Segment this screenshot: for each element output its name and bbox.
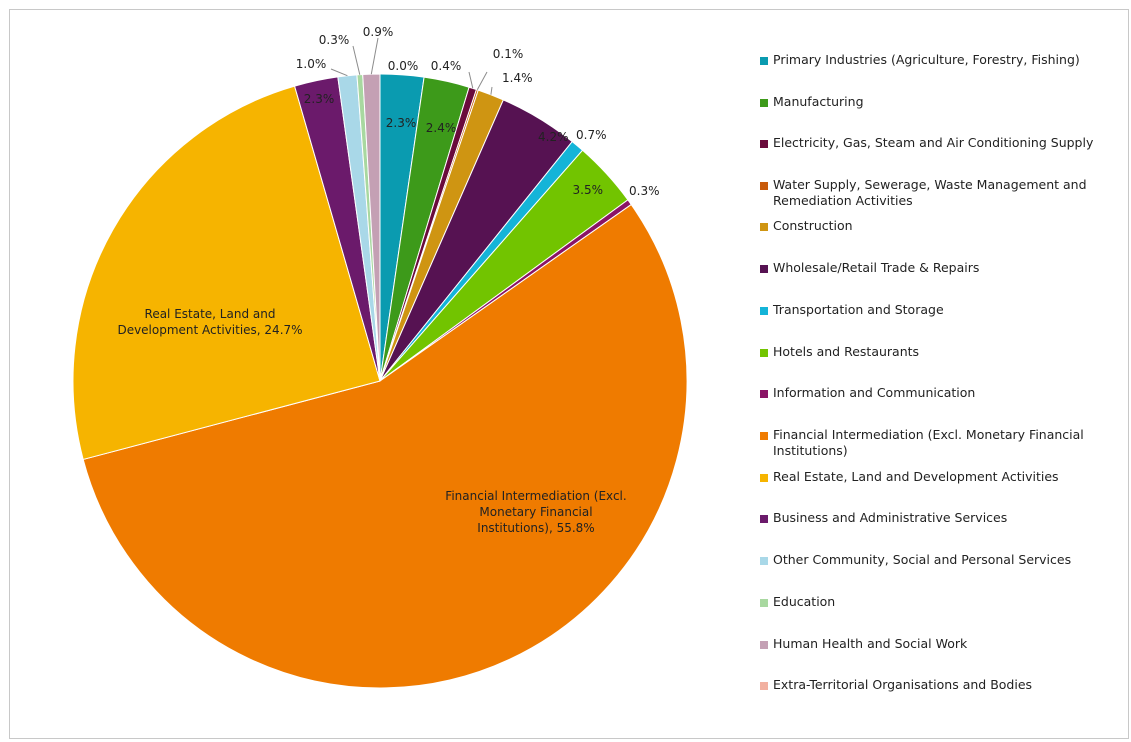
pie-slices [72, 73, 688, 689]
legend-label: Primary Industries (Agriculture, Forestr… [773, 52, 1080, 67]
legend-swatch [760, 307, 768, 315]
data-label-other-community-social-and-personal-services: 1.0% [296, 57, 327, 71]
legend-swatch [760, 390, 768, 398]
legend-swatch [760, 349, 768, 357]
leader-line-education [352, 45, 361, 75]
legend-swatch [760, 557, 768, 565]
data-label-financial-intermediation-excl-monetary-financial-institutions: Financial Intermediation (Excl. Monetary … [445, 489, 626, 535]
legend-label: Hotels and Restaurants [773, 344, 920, 359]
legend-label: Other Community, Social and Personal Ser… [773, 552, 1072, 567]
legend-item-transportation-and-storage: Transportation and Storage [760, 302, 1130, 318]
legend-item-extra-territorial-organisations-and-bodies: Extra-Territorial Organisations and Bodi… [760, 677, 1130, 693]
legend-label: Information and Communication [773, 385, 976, 400]
legend-item-construction: Construction [760, 218, 1130, 234]
data-label-education: 0.3% [319, 33, 350, 47]
legend-item-water-supply-sewerage-waste-management-and-remediation-activities: Water Supply, Sewerage, Waste Management… [760, 177, 1130, 209]
data-label-hotels-and-restaurants: 3.5% [573, 183, 604, 197]
data-label-primary-industries-agriculture-forestry-fishing: 2.3% [386, 116, 417, 130]
leader-lines [330, 37, 493, 95]
legend-swatch [760, 515, 768, 523]
legend-swatch [760, 474, 768, 482]
legend-item-real-estate-land-and-development-activities: Real Estate, Land and Development Activi… [760, 469, 1130, 485]
legend-label: Transportation and Storage [773, 302, 944, 317]
legend-label: Manufacturing [773, 94, 864, 109]
leader-line-electricity-gas-steam-and-air-conditioning-supply [468, 71, 474, 89]
legend-swatch [760, 223, 768, 231]
legend-item-primary-industries-agriculture-forestry-fishing: Primary Industries (Agriculture, Forestr… [760, 52, 1130, 68]
legend-swatch [760, 265, 768, 273]
legend-item-education: Education [760, 594, 1130, 610]
data-label-electricity-gas-steam-and-air-conditioning-supply: 0.4% [431, 59, 462, 73]
legend-item-manufacturing: Manufacturing [760, 94, 1130, 110]
legend-label: Electricity, Gas, Steam and Air Conditio… [773, 135, 1094, 150]
data-labels: 2.3% 2.4% 0.4% 0.1% 1.4% 4.2% 0.7% 3.5% 0.3% Fina… [117, 25, 659, 535]
data-label-business-and-administrative-services: 2.3% [304, 92, 335, 106]
pie-slice-real-estate-land-and-development-activities [72, 85, 381, 461]
chart-frame [9, 9, 1129, 739]
legend-item-hotels-and-restaurants: Hotels and Restaurants [760, 344, 1130, 360]
legend-item-information-and-communication: Information and Communication [760, 385, 1130, 401]
legend-swatch [760, 641, 768, 649]
legend-swatch [760, 432, 768, 440]
legend-label: Human Health and Social Work [773, 636, 968, 651]
pie-slice-human-health-and-social-work [362, 73, 381, 382]
leader-line-construction [490, 86, 493, 95]
data-label-human-health-and-social-work: 0.9% [363, 25, 394, 39]
legend-swatch [760, 182, 768, 190]
leader-line-water-supply-sewerage-waste-management-and-remediation-activities [476, 71, 488, 91]
data-label-manufacturing: 2.4% [426, 121, 457, 135]
data-label-extra-territorial-organisations-and-bodies: 0.0% [388, 59, 419, 73]
data-label-real-estate-land-and-development-activities: Real Estate, Land and Development Activit… [117, 307, 302, 337]
legend-label: Extra-Territorial Organisations and Bodi… [773, 677, 1033, 692]
legend-item-financial-intermediation-excl-monetary-financial-institutions: Financial Intermediation (Excl. Monetary… [760, 427, 1130, 459]
legend-label: Real Estate, Land and Development Activi… [773, 469, 1059, 484]
legend-label: Financial Intermediation (Excl. Monetary… [773, 427, 1084, 458]
data-label-transportation-and-storage: 0.7% [576, 128, 607, 142]
legend-label: Water Supply, Sewerage, Waste Management… [773, 177, 1087, 208]
legend-item-electricity-gas-steam-and-air-conditioning-supply: Electricity, Gas, Steam and Air Conditio… [760, 135, 1130, 151]
legend-swatch [760, 599, 768, 607]
data-label-construction: 1.4% [502, 71, 533, 85]
data-label-water-supply-sewerage-waste-management-and-remediation-activities: 0.1% [493, 47, 524, 61]
legend-swatch [760, 682, 768, 690]
legend-swatch [760, 140, 768, 148]
legend-label: Education [773, 594, 836, 609]
leader-line-other-community-social-and-personal-services [330, 68, 348, 77]
legend-label: Wholesale/Retail Trade & Repairs [773, 260, 980, 275]
legend-item-business-and-administrative-services: Business and Administrative Services [760, 510, 1130, 526]
leader-line-human-health-and-social-work [370, 37, 379, 75]
legend-item-other-community-social-and-personal-services: Other Community, Social and Personal Ser… [760, 552, 1130, 568]
legend-swatch [760, 99, 768, 107]
legend-item-wholesale-retail-trade-repairs: Wholesale/Retail Trade & Repairs [760, 260, 1130, 276]
pie-slice-financial-intermediation-excl-monetary-financial-institutions [82, 203, 688, 689]
data-label-information-and-communication: 0.3% [629, 184, 660, 198]
legend-label: Construction [773, 218, 853, 233]
legend-swatch [760, 57, 768, 65]
data-label-wholesale-retail-trade-repairs: 4.2% [538, 130, 569, 144]
legend-label: Business and Administrative Services [773, 510, 1008, 525]
legend-item-human-health-and-social-work: Human Health and Social Work [760, 636, 1130, 652]
